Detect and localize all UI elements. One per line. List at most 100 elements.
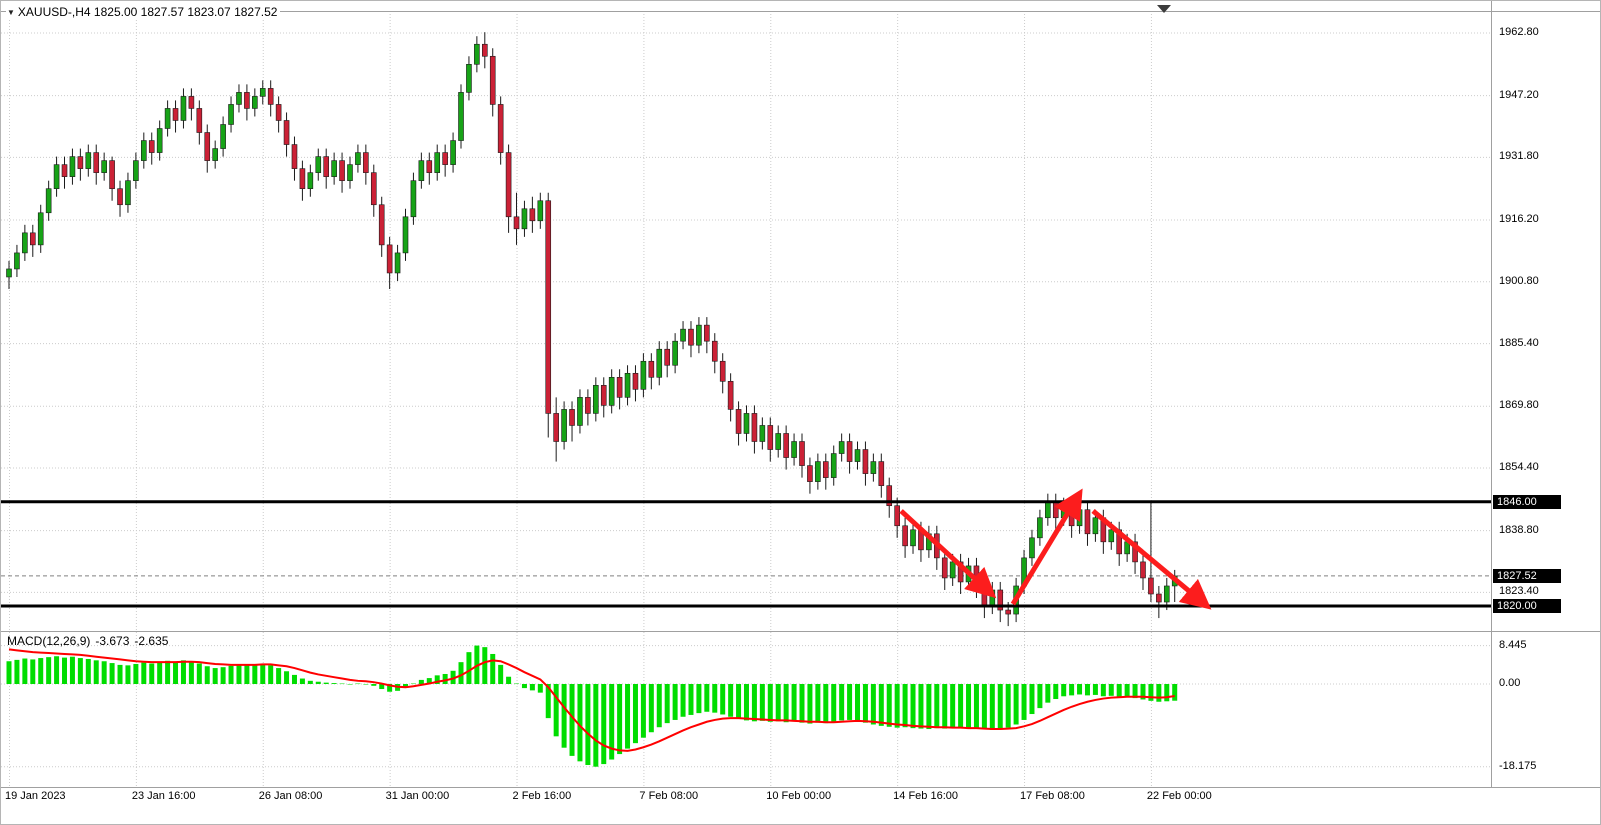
macd-histogram-bar [490,653,496,684]
price-axis-label: 1854.40 [1499,460,1539,473]
candle-body [719,360,726,382]
candle-body [307,172,314,189]
macd-axis-label: -18.175 [1499,759,1537,772]
candle-body [775,433,782,450]
macd-histogram-bar [973,684,979,729]
candle-body [1037,517,1043,539]
macd-histogram-bar [1077,684,1083,695]
macd-histogram-bar [157,662,163,684]
candle-body [37,212,44,246]
macd-histogram-bar [625,684,631,749]
candle-body [188,96,195,109]
macd-histogram-bar [680,684,686,717]
candle-body [640,360,647,390]
candle-body [267,88,274,105]
macd-histogram-bar [601,684,607,765]
macd-histogram-bar [125,665,131,684]
macd-histogram-bar [1140,684,1146,700]
macd-histogram-bar [728,684,734,717]
time-axis[interactable]: 19 Jan 2023 23 Jan 16:00 26 Jan 08:00 31 Ja… [1,790,1491,810]
chart-shift-marker-icon[interactable] [1157,5,1171,13]
candle-body [624,372,631,398]
candle-body [799,441,805,466]
macd-histogram-bar [958,684,964,729]
macd-value-text: -3.673 [95,634,130,648]
candle-body [672,340,678,366]
candle-body [838,441,845,454]
candle-body [1076,509,1083,527]
macd-histogram-bar [173,661,179,684]
macd-histogram-bar [379,684,385,690]
macd-histogram-bar [165,660,171,684]
macd-histogram-bar [855,684,861,721]
macd-histogram-bar [434,675,440,684]
macd-histogram-bar [38,658,44,684]
time-axis-label: 19 Jan 2023 [5,790,66,802]
candle-body [830,453,837,478]
candle-body [434,152,441,173]
macd-histogram-bar [387,684,393,692]
macd-histogram-bar [371,684,377,686]
candle-body [299,168,306,189]
macd-histogram-bar [672,684,678,720]
candle-body [997,589,1004,611]
candle-body [93,152,100,173]
price-axis-label: 1885.40 [1499,336,1539,349]
macd-histogram-bar [664,684,670,724]
candle-body [141,140,147,161]
candle-body [680,328,686,342]
macd-histogram-bar [101,661,107,684]
macd-histogram-bar [1148,684,1154,701]
macd-histogram-bar [640,684,646,738]
candle-body [505,152,512,218]
macd-histogram-bar [918,684,924,729]
chart-ohlc-readout[interactable]: ▼ XAUUSD-,H4 1825.00 1827.57 1823.07 1827… [6,5,281,19]
macd-histogram-bar [950,684,956,728]
macd-histogram-bar [252,664,258,684]
macd-histogram-bar [458,662,464,684]
macd-histogram-bar [347,684,353,685]
candle-body [370,172,377,206]
macd-histogram-bar [545,684,551,719]
candle-body [458,92,464,141]
candle-body [815,461,821,482]
candle-body [53,164,60,189]
candle-body [894,505,900,527]
candle-body [29,232,36,246]
macd-histogram-bar [521,684,527,689]
candle-body [244,92,250,109]
candle-body [759,425,766,442]
candle-body [704,324,710,342]
ohlc-text: XAUUSD-,H4 1825.00 1827.57 1823.07 1827.… [17,5,278,19]
price-axis[interactable]: 1962.80 1947.20 1931.80 1916.20 1900.80 1885.… [1492,1,1600,787]
macd-histogram-bar [1069,684,1075,696]
trend-arrow[interactable] [899,509,997,599]
price-axis-label: 1823.40 [1499,585,1539,598]
macd-histogram-bar [1164,684,1170,702]
macd-histogram-bar [775,684,781,722]
macd-histogram-bar [720,684,726,715]
candle-body [854,449,861,462]
macd-histogram-bar [498,664,504,684]
macd-histogram-bar [1108,684,1114,696]
macd-histogram-bar [989,684,995,730]
macd-histogram-bar [482,647,488,684]
candle-body [1084,509,1091,535]
macd-histogram-bar [54,656,60,684]
macd-histogram-bar [632,684,638,744]
macd-histogram-bar [537,684,543,693]
trend-arrow[interactable] [1010,488,1083,606]
macd-histogram-bar [93,660,99,684]
macd-histogram-bar [276,668,282,684]
candle-body [949,561,956,579]
candle-body [101,160,107,173]
trend-arrow[interactable] [1091,509,1212,610]
macd-histogram-bar [117,664,123,684]
hline-price-label: 1820.00 [1493,599,1561,614]
candle-body [902,525,908,547]
bid-price-label: 1827.52 [1493,568,1561,583]
macd-histogram-bar [1005,684,1011,728]
macd-histogram-bar [831,684,837,722]
candle-body [212,148,218,161]
